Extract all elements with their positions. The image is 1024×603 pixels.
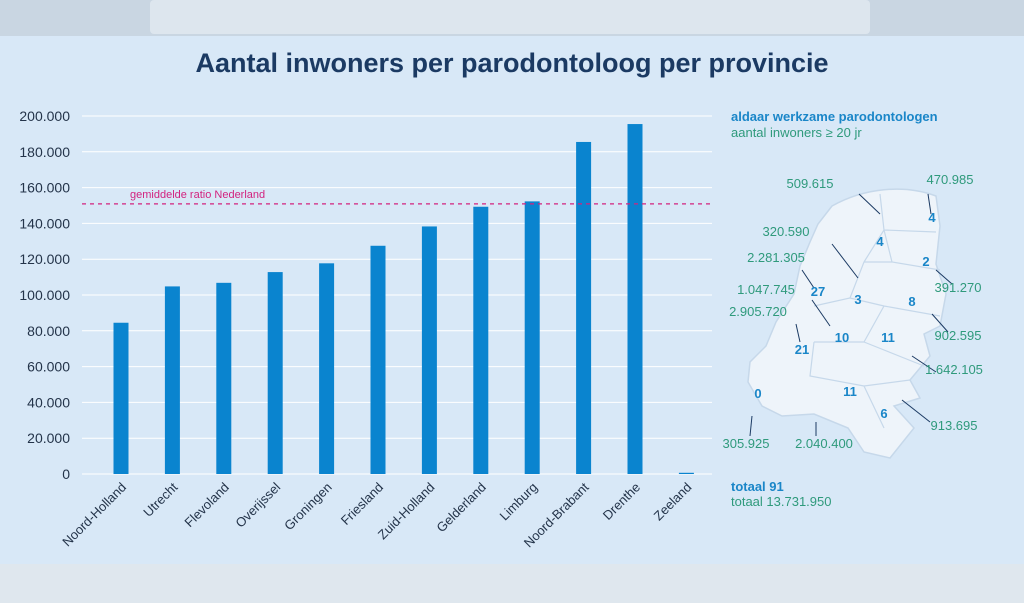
- y-tick-label: 180.000: [19, 144, 70, 160]
- y-tick-label: 120.000: [19, 251, 70, 267]
- y-tick-label: 140.000: [19, 215, 70, 231]
- bar-zeeland: [678, 472, 694, 474]
- province-count: 2: [922, 254, 929, 269]
- province-count: 27: [811, 284, 825, 299]
- legend-heading: aldaar werkzame parodontologen: [731, 109, 938, 124]
- bar-limburg: [524, 201, 540, 474]
- bar-friesland: [370, 245, 386, 474]
- x-tick-label: Friesland: [338, 480, 386, 528]
- leader-line: [858, 193, 881, 215]
- bar-drenthe: [627, 124, 643, 475]
- x-tick-label: Zeeland: [651, 480, 695, 524]
- netherlands-map: 4 470.985 4 509.615 2 391.270 3 320.590 27 2.281.…: [723, 172, 983, 459]
- province-count: 10: [835, 330, 849, 345]
- province-inhabitants: 2.281.305: [747, 250, 805, 265]
- province-inhabitants: 913.695: [931, 418, 978, 433]
- x-tick-label: Flevoland: [181, 480, 231, 530]
- province-count: 3: [854, 292, 861, 307]
- province-count: 4: [928, 210, 936, 225]
- reference-line-label: gemiddelde ratio Nederland: [130, 189, 265, 201]
- x-tick-label: Limburg: [497, 480, 541, 524]
- leader-line: [911, 355, 937, 373]
- leader-line: [931, 313, 949, 333]
- bar-overijssel: [267, 272, 283, 474]
- leader-line: [801, 269, 815, 289]
- leader-line: [901, 399, 931, 423]
- legend-subheading: aantal inwoners ≥ 20 jr: [731, 125, 862, 140]
- leader-line: [935, 269, 953, 285]
- bar-utrecht: [164, 286, 180, 474]
- x-tick-label: Overijssel: [232, 479, 283, 530]
- bar-zuid-holland: [421, 226, 437, 474]
- bar-noord-holland: [113, 322, 129, 474]
- leader-line: [831, 243, 859, 279]
- province-inhabitants: 305.925: [723, 436, 770, 451]
- leader-line: [795, 323, 801, 343]
- total-count: totaal 91: [731, 479, 784, 494]
- y-tick-label: 60.000: [27, 359, 70, 375]
- map-outline: [747, 188, 947, 459]
- chart-title: Aantal inwoners per parodontoloog per pr…: [195, 48, 829, 78]
- province-inhabitants: 509.615: [787, 176, 834, 191]
- y-tick-label: 20.000: [27, 430, 70, 446]
- y-tick-label: 80.000: [27, 323, 70, 339]
- x-tick-label: Utrecht: [140, 479, 181, 520]
- bar-chart: 0 20.000 40.000 60.000 80.000 100.000 120.000 1…: [19, 108, 712, 550]
- province-count: 11: [881, 330, 895, 345]
- leader-line: [749, 415, 753, 437]
- province-count: 11: [843, 384, 857, 399]
- background-blur-bottom: [0, 564, 1024, 603]
- province-inhabitants: 1.047.745: [737, 282, 795, 297]
- y-tick-label: 0: [62, 466, 70, 482]
- province-inhabitants: 2.040.400: [795, 436, 853, 451]
- province-inhabitants: 470.985: [927, 172, 974, 187]
- leader-line: [927, 193, 932, 215]
- province-count: 6: [880, 406, 887, 421]
- y-tick-label: 200.000: [19, 108, 70, 124]
- province-count: 8: [908, 294, 915, 309]
- bar-gelderland: [473, 206, 489, 475]
- y-tick-label: 160.000: [19, 180, 70, 196]
- province-inhabitants: 2.905.720: [729, 304, 787, 319]
- y-tick-label: 100.000: [19, 287, 70, 303]
- total-inhabitants: totaal 13.731.950: [731, 494, 832, 509]
- x-tick-label: Noord-Holland: [59, 480, 129, 550]
- y-tick-label: 40.000: [27, 394, 70, 410]
- infographic-panel: Aantal inwoners per parodontoloog per pr…: [0, 36, 1024, 564]
- background-blur-top: [150, 0, 870, 34]
- province-count: 0: [754, 386, 761, 401]
- province-inhabitants: 320.590: [763, 224, 810, 239]
- province-inhabitants: 1.642.105: [925, 362, 983, 377]
- province-count: 4: [876, 234, 884, 249]
- province-inhabitants: 391.270: [935, 280, 982, 295]
- x-tick-label: Gelderland: [433, 480, 489, 536]
- bar-groningen: [319, 263, 335, 474]
- leader-line: [811, 299, 831, 327]
- province-inhabitants: 902.595: [935, 328, 982, 343]
- bar-noord-brabant: [576, 141, 592, 474]
- bar-flevoland: [216, 282, 232, 474]
- x-tick-label: Groningen: [281, 480, 335, 534]
- x-tick-label: Drenthe: [600, 480, 643, 523]
- map-province-borders: [809, 193, 941, 429]
- province-count: 21: [795, 342, 809, 357]
